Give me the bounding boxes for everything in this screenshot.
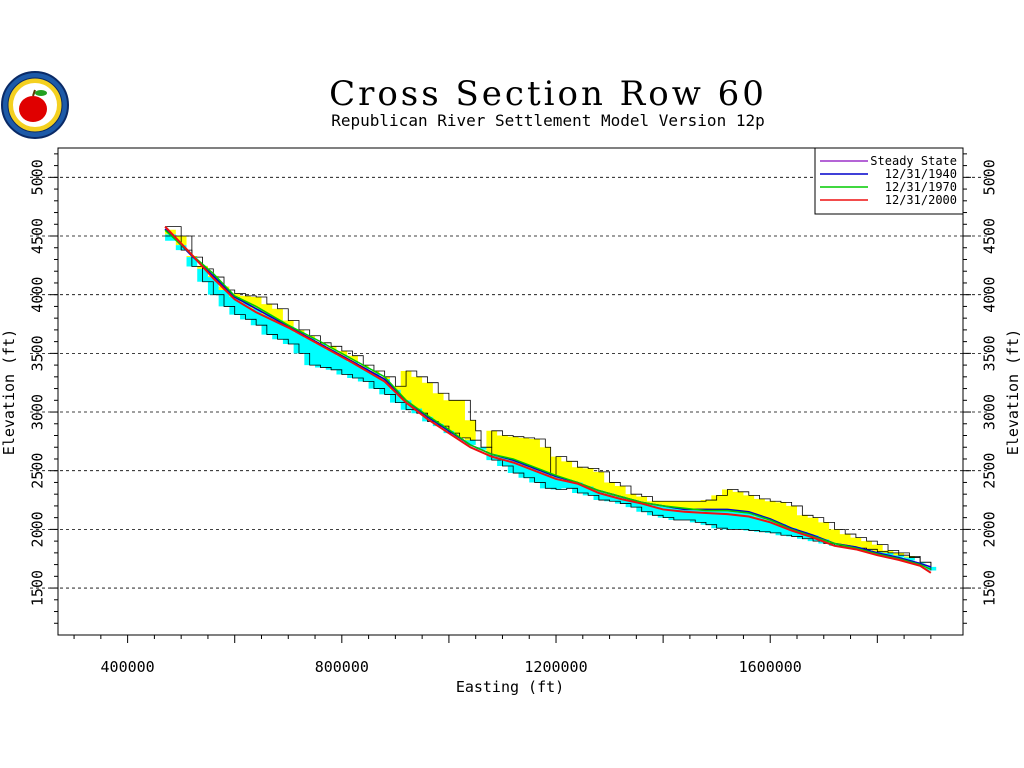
y-tick-label-left: 5000 (29, 159, 47, 195)
y-axis-label-left: Elevation (ft) (0, 329, 18, 455)
y-tick-label-right: 3500 (981, 335, 999, 371)
chart-title: Cross Section Row 60 (329, 74, 767, 114)
legend-label-0: Steady State (870, 154, 957, 168)
land-surface-outline (165, 226, 932, 567)
y-tick-label-left: 4000 (29, 277, 47, 313)
legend-label-2: 12/31/1970 (885, 180, 957, 194)
y-tick-label-right: 2500 (981, 453, 999, 489)
agency-seal-logo (1, 71, 69, 139)
y-tick-label-left: 4500 (29, 218, 47, 254)
y-tick-label-left: 3000 (29, 394, 47, 430)
land-surface-area (165, 226, 937, 567)
legend-box (814, 147, 964, 215)
x-axis-label: Easting (ft) (456, 678, 564, 696)
plot-frame (57, 147, 964, 636)
y-tick-label-left: 2500 (29, 453, 47, 489)
y-tick-label-right: 2000 (981, 511, 999, 547)
x-tick-label: 1200000 (524, 658, 587, 676)
aquifer-area (165, 234, 937, 571)
series-line-3 (164, 225, 932, 574)
series-line-2 (164, 229, 932, 570)
y-tick-label-right: 4500 (981, 218, 999, 254)
aquifer-fill (165, 234, 937, 571)
y-tick-label-right: 1500 (981, 570, 999, 606)
x-tick-label: 800000 (315, 658, 369, 676)
legend-label-3: 12/31/2000 (885, 193, 957, 207)
y-tick-label-right: 3000 (981, 394, 999, 430)
x-tick-label: 1600000 (739, 658, 802, 676)
aquifer-base-outline (165, 235, 932, 571)
land-surface-fill (165, 229, 937, 567)
axis-tick-labels: 400000 800000 1200000 1600000 1500 1500 2000 20… (29, 159, 999, 676)
water-level-series (164, 225, 932, 574)
x-tick-label: 400000 (101, 658, 155, 676)
y-tick-label-left: 3500 (29, 335, 47, 371)
series-line-1 (164, 228, 932, 568)
series-line-0 (164, 228, 932, 568)
chart-subtitle: Republican River Settlement Model Versio… (331, 111, 764, 130)
legend: Steady State12/31/194012/31/197012/31/20… (814, 147, 964, 215)
legend-label-1: 12/31/1940 (885, 167, 957, 181)
y-tick-label-left: 2000 (29, 511, 47, 547)
y-tick-label-right: 5000 (981, 159, 999, 195)
y-tick-label-left: 1500 (29, 570, 47, 606)
y-tick-label-right: 4000 (981, 277, 999, 313)
axis-ticks (50, 153, 971, 643)
y-axis-label-right: Elevation (ft) (1004, 329, 1022, 455)
